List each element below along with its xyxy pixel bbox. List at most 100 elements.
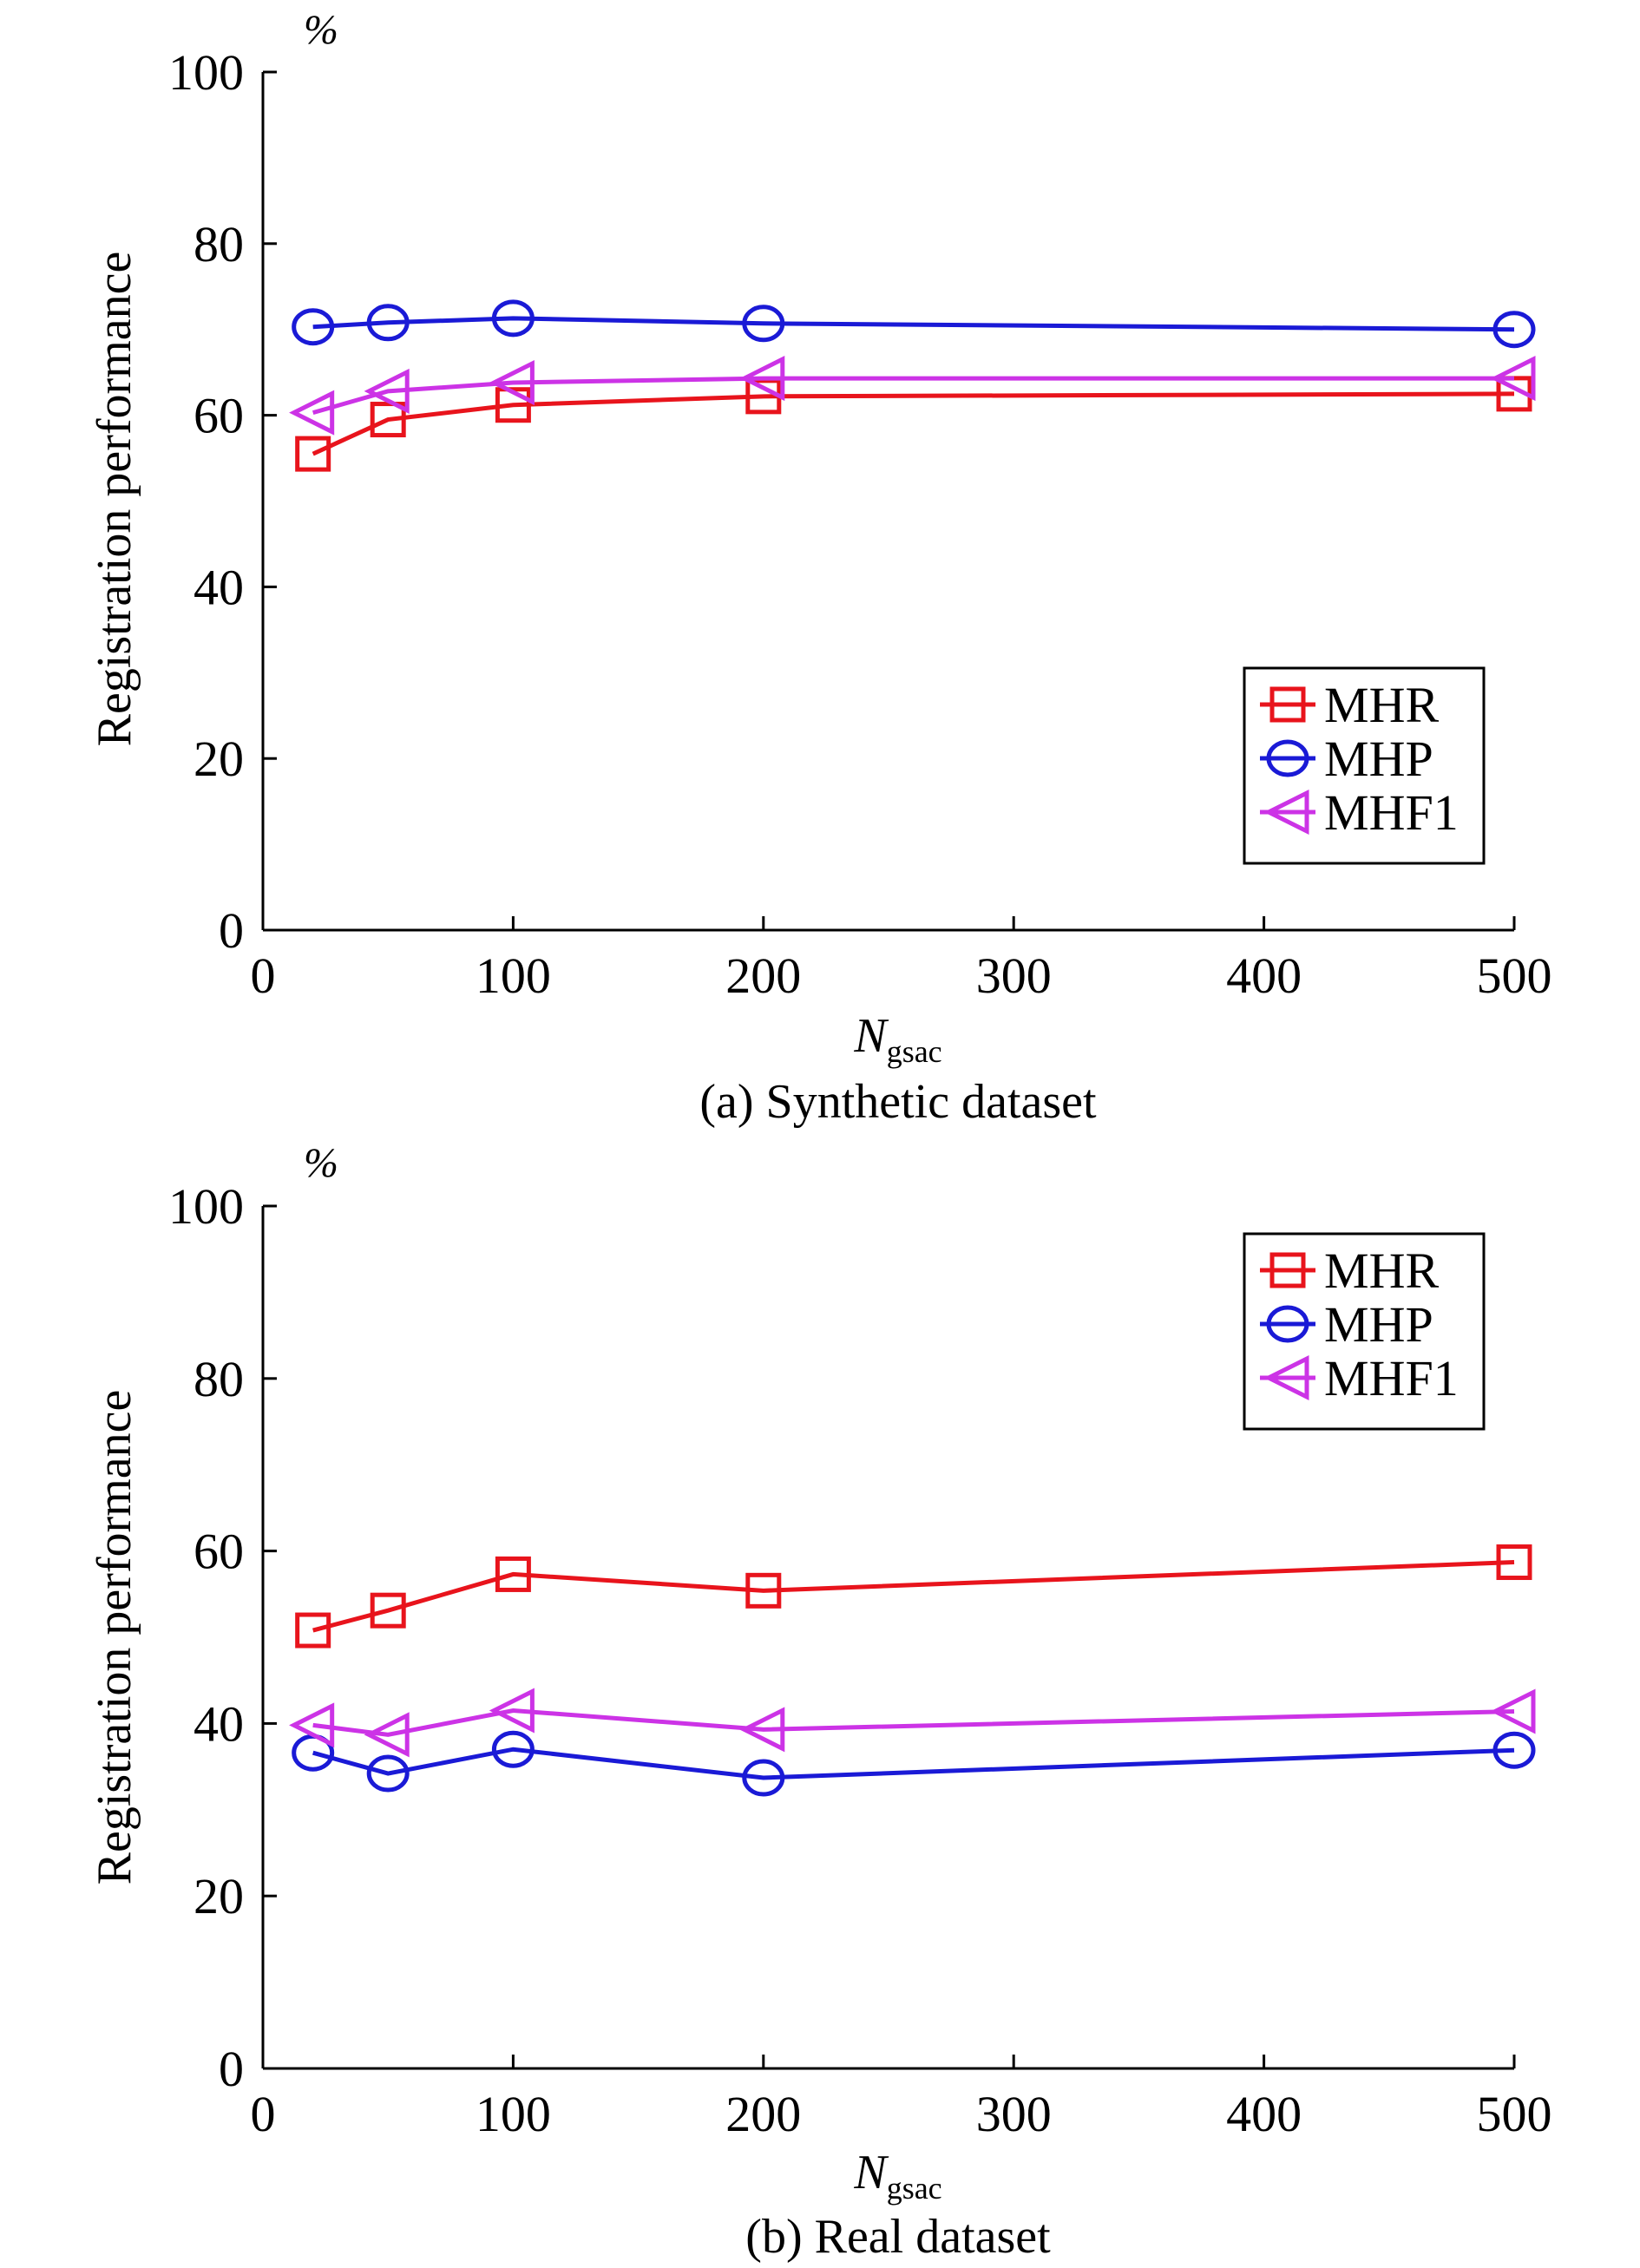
data-point-mhf1-synthetic: [289, 390, 335, 436]
data-point-mhf1-real: [489, 1688, 535, 1734]
series-mhf1-real: [289, 1688, 1536, 1758]
x-tick-label-real: 500: [1477, 2086, 1552, 2142]
x-tick-label-real: 200: [725, 2086, 801, 2142]
data-point-mhr-real: [745, 1572, 782, 1609]
y-tick-label-real: 20: [194, 1868, 244, 1924]
y-tick-label-synthetic: 60: [194, 388, 244, 444]
legend-label-mhf1: MHF1: [1324, 1350, 1459, 1406]
y-tick-label-synthetic: 80: [194, 216, 244, 272]
x-axis-label-main-real: N: [853, 2146, 889, 2199]
data-point-mhf1-real: [1490, 1688, 1536, 1734]
data-point-mhp-synthetic: [366, 304, 410, 342]
y-tick-label-real: 100: [168, 1178, 244, 1235]
data-point-mhf1-real: [739, 1707, 785, 1753]
y-tick-label-real: 40: [194, 1695, 244, 1752]
y-tick-label-synthetic: 40: [194, 559, 244, 615]
data-point-mhp-synthetic: [491, 299, 535, 338]
data-point-mhp-real: [742, 1759, 785, 1797]
legend-marker-mhp: [1266, 1305, 1309, 1343]
data-point-mhf1-real: [364, 1712, 410, 1758]
x-tick-label-synthetic: 500: [1477, 947, 1552, 1004]
x-tick-label-real: 100: [476, 2086, 551, 2142]
series-line-mhr-synthetic: [312, 391, 1515, 456]
x-tick-label-real: 0: [251, 2086, 276, 2142]
x-tick-label-real: 300: [976, 2086, 1052, 2142]
x-axis-label-synthetic: Ngsac: [853, 1009, 941, 1069]
series-line-mhf1-real: [312, 1708, 1515, 1737]
legend-marker-mhp: [1266, 739, 1309, 777]
y-axis-label-synthetic: Registration performance: [88, 252, 141, 747]
series-line-mhp-synthetic: [312, 316, 1515, 332]
data-point-mhr-synthetic: [295, 436, 331, 472]
y-tick-label-real: 80: [194, 1351, 244, 1407]
data-point-mhf1-synthetic: [489, 359, 535, 406]
legend-label-mhf1: MHF1: [1324, 784, 1459, 841]
legend-marker-mhr: [1269, 1252, 1306, 1288]
legend-label-mhr: MHR: [1324, 1242, 1439, 1299]
data-point-mhp-real: [491, 1730, 535, 1768]
y-axis-label-real: Registration performance: [88, 1390, 141, 1885]
data-point-mhr-real: [1496, 1544, 1532, 1581]
legend-marker-mhr: [1269, 686, 1306, 723]
y-tick-label-synthetic: 20: [194, 731, 244, 787]
data-point-mhp-synthetic: [742, 305, 785, 343]
legend-item-mhp-synthetic: MHP: [1260, 731, 1433, 787]
series-line-mhr-real: [312, 1560, 1515, 1633]
data-point-mhp-real: [366, 1754, 410, 1793]
y-tick-label-real: 60: [194, 1524, 244, 1580]
y-tick-label-synthetic: 100: [168, 44, 244, 101]
panel-real: 0 20 40 60 80 100 0 100 200 300 400 500 % Registrat…: [88, 1140, 1552, 2264]
plot-area-synthetic: 0 20 40 60 80 100 0 100 200 300 400 500: [168, 44, 1552, 1004]
panel-synthetic: 0 20 40 60 80 100 0 100 200 300 400 500 % Registrat…: [88, 7, 1552, 1129]
legend-label-mhp: MHP: [1324, 731, 1433, 787]
legend-box-real: [1243, 1232, 1486, 1431]
data-point-mhf1-synthetic: [1490, 356, 1536, 402]
y-tick-label-synthetic: 0: [219, 902, 244, 959]
legend-label-mhp: MHP: [1324, 1296, 1433, 1353]
x-axis-label-real: Ngsac: [853, 2146, 941, 2206]
plot-area-real: 0 20 40 60 80 100 0 100 200 300 400 500: [168, 1178, 1552, 2142]
legend-item-mhr-synthetic: MHR: [1260, 677, 1439, 733]
data-point-mhr-real: [295, 1612, 331, 1649]
x-axis-label-main-synthetic: N: [853, 1009, 889, 1063]
data-point-mhp-synthetic: [1492, 311, 1536, 349]
data-point-mhp-real: [1492, 1731, 1536, 1769]
data-point-mhr-real: [370, 1592, 406, 1629]
legend-item-mhp-real: MHP: [1260, 1296, 1433, 1353]
x-tick-label-real: 400: [1226, 2086, 1302, 2142]
legend-marker-mhf1: [1263, 789, 1309, 836]
x-tick-label-synthetic: 100: [476, 947, 551, 1004]
legend-item-mhf1-synthetic: MHF1: [1260, 784, 1459, 841]
unit-label-synthetic: %: [304, 7, 338, 53]
unit-label-real: %: [304, 1140, 338, 1186]
series-mhp-synthetic: [292, 299, 1536, 349]
caption-real: (b) Real dataset: [745, 2210, 1051, 2264]
legend-marker-mhf1: [1263, 1354, 1309, 1401]
x-axis-label-sub-synthetic: gsac: [887, 1034, 942, 1069]
data-point-mhr-real: [495, 1556, 531, 1592]
x-tick-label-synthetic: 200: [725, 947, 801, 1004]
data-point-mhr-synthetic: [370, 402, 406, 438]
y-tick-label-real: 0: [219, 2041, 244, 2097]
series-line-mhp-real: [312, 1747, 1515, 1780]
caption-synthetic: (a) Synthetic dataset: [699, 1075, 1097, 1129]
legend-label-mhr: MHR: [1324, 677, 1439, 733]
data-point-mhf1-synthetic: [364, 368, 410, 414]
series-line-mhf1-synthetic: [312, 376, 1514, 416]
data-point-mhr-synthetic: [495, 387, 531, 423]
x-tick-label-synthetic: 300: [976, 947, 1052, 1004]
legend-item-mhf1-real: MHF1: [1260, 1350, 1459, 1406]
series-mhr-real: [295, 1544, 1532, 1649]
series-mhf1-synthetic: [289, 356, 1536, 436]
legend-item-mhr-real: MHR: [1260, 1242, 1439, 1299]
series-mhp-real: [292, 1730, 1536, 1797]
x-tick-label-synthetic: 0: [251, 947, 276, 1004]
x-tick-label-synthetic: 400: [1226, 947, 1302, 1004]
data-point-mhf1-synthetic: [739, 356, 785, 402]
series-mhr-synthetic: [295, 376, 1532, 472]
legend-box-synthetic: [1243, 666, 1486, 865]
data-point-mhf1-real: [289, 1702, 335, 1748]
